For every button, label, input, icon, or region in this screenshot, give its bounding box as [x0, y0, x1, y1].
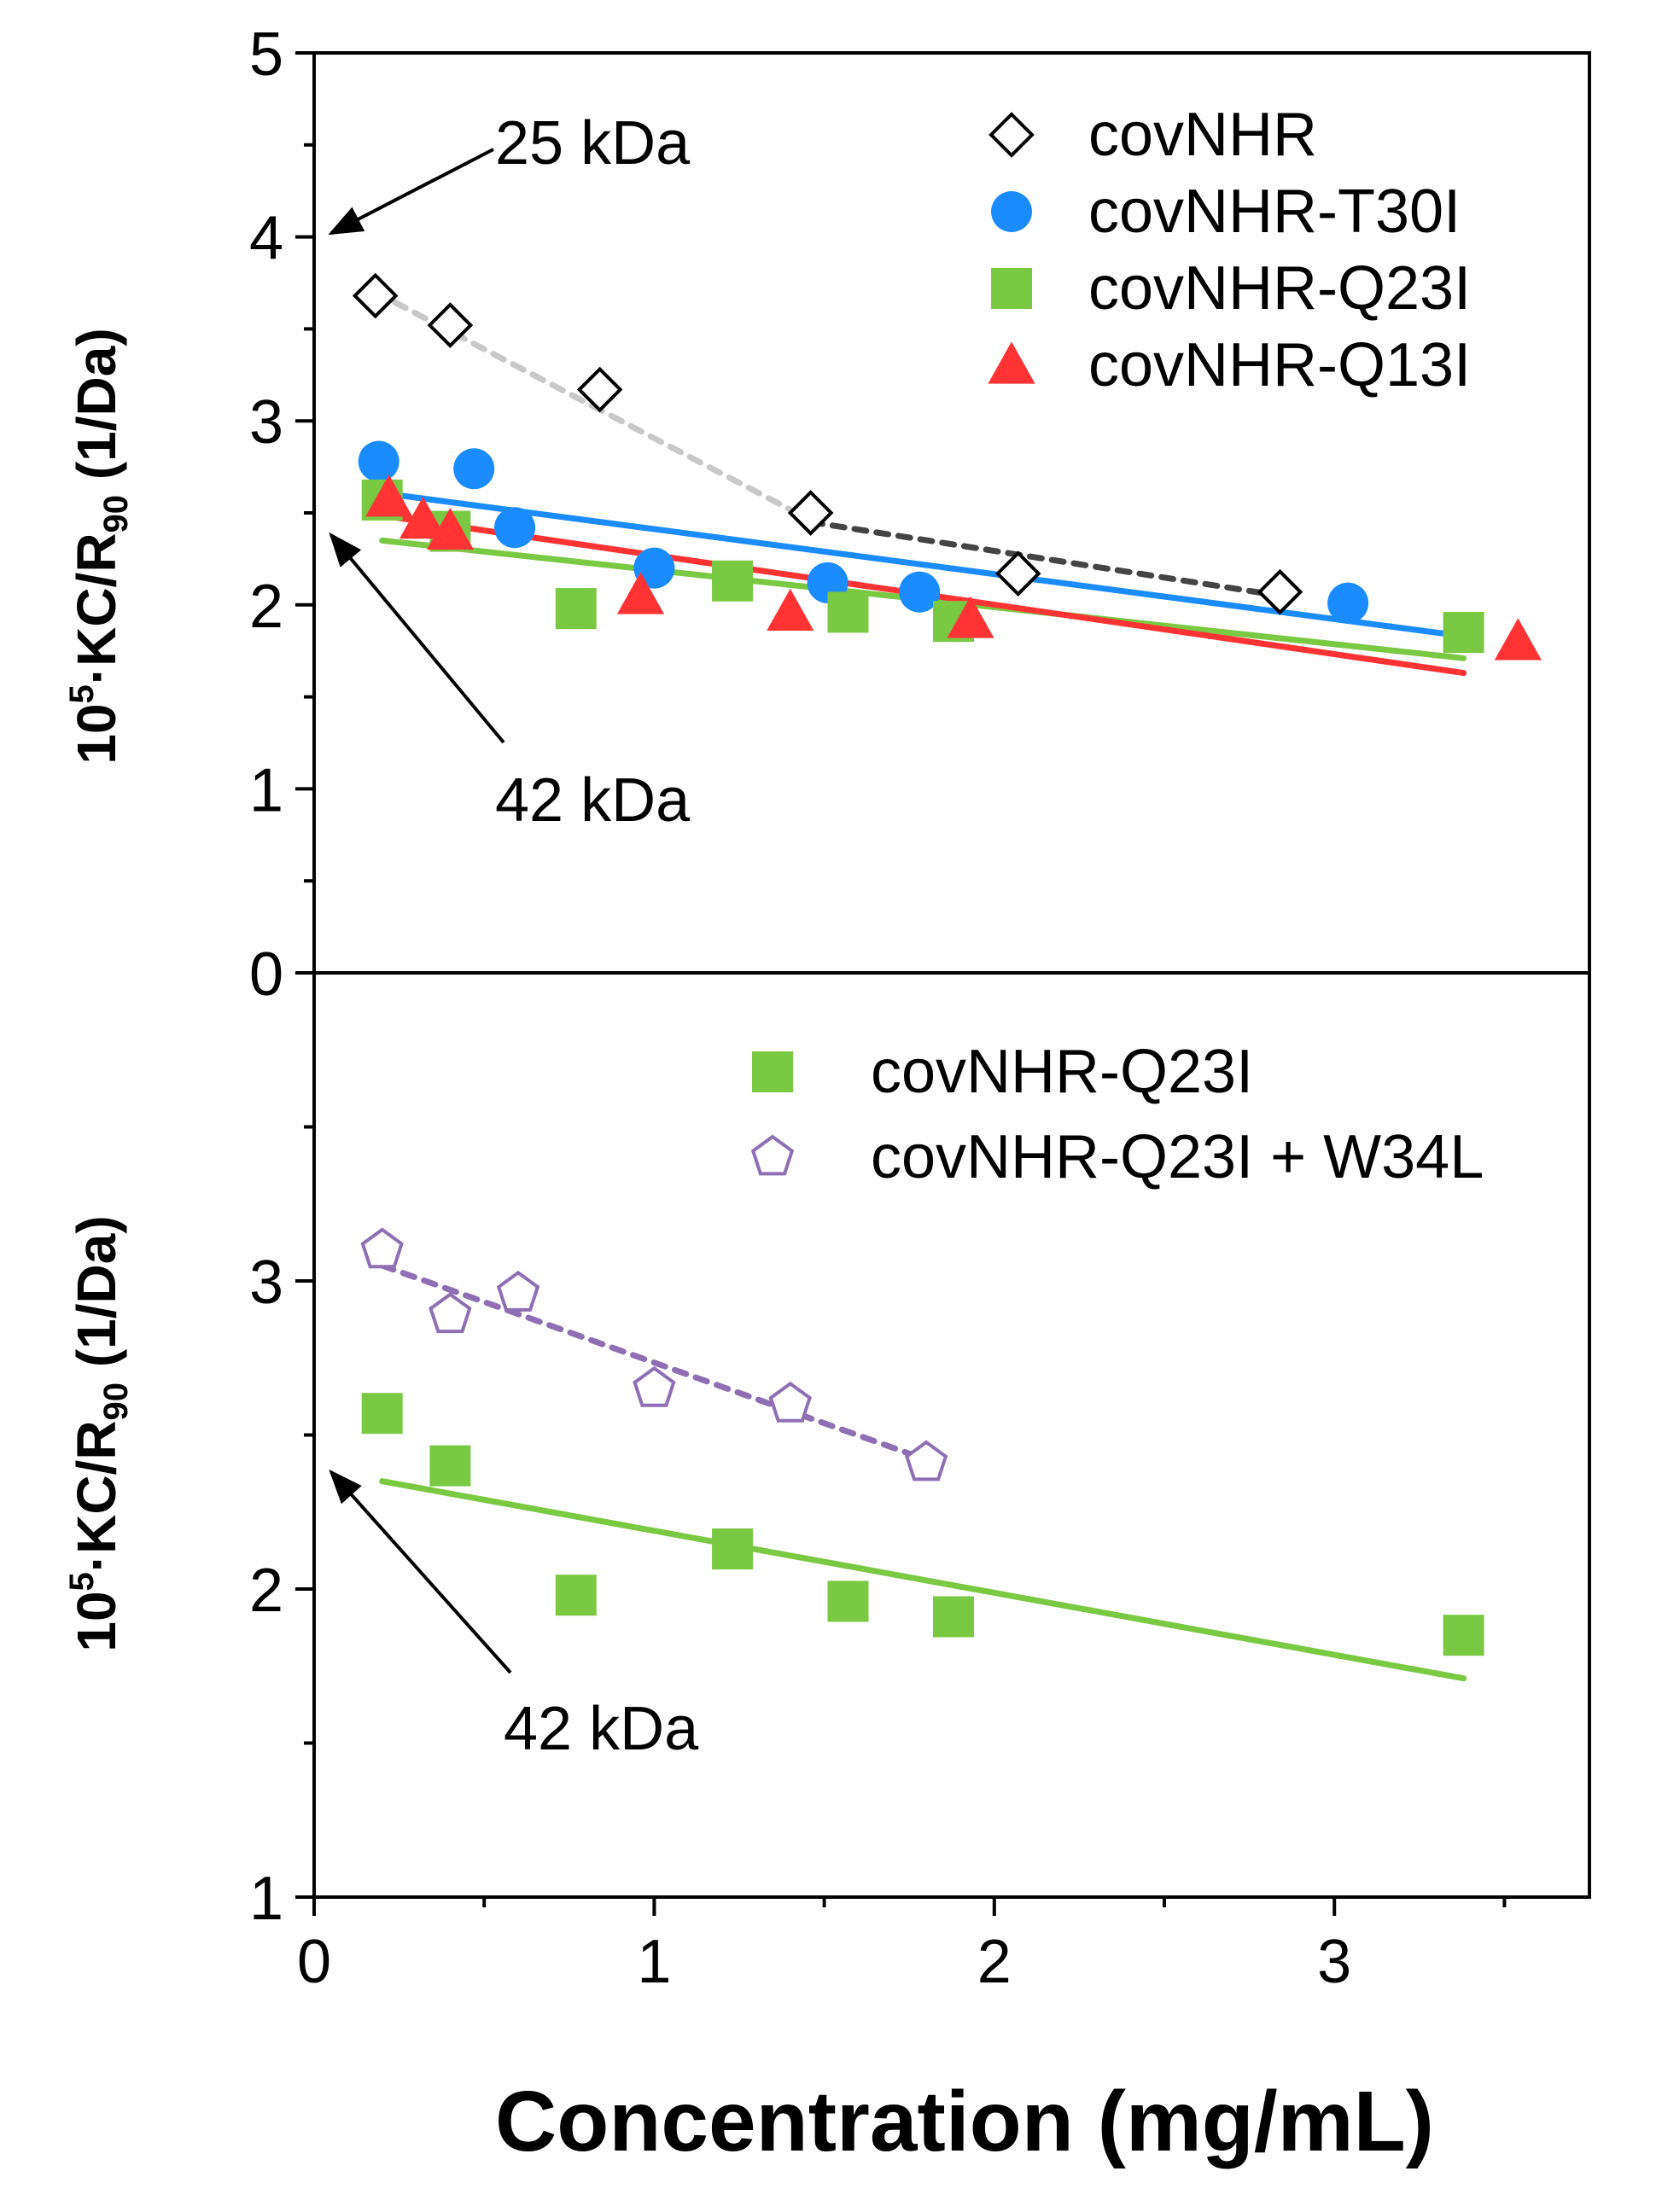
fit-line — [372, 288, 814, 524]
legend-label: covNHR — [1088, 101, 1317, 169]
y-axis-title-prefix: 10 — [66, 703, 127, 764]
y-tick-label: 5 — [249, 20, 283, 89]
data-point — [496, 1270, 540, 1312]
y-tick-label: 1 — [249, 756, 283, 824]
y-tick-label: 3 — [249, 1249, 283, 1317]
fit-line — [379, 1478, 1467, 1682]
data-point — [633, 1365, 676, 1407]
legend-symbol — [988, 112, 1035, 158]
data-point — [768, 1381, 812, 1423]
data-point — [827, 591, 869, 633]
legend-label: covNHR-T30I — [1088, 178, 1461, 246]
y-axis-title-prefix: 10 — [66, 1591, 127, 1651]
data-point — [429, 1292, 472, 1334]
data-point — [399, 497, 447, 539]
y-axis-title-sup: 5 — [63, 684, 101, 703]
y-tick-label: 1 — [249, 1865, 283, 1933]
fit-line — [379, 1262, 930, 1463]
data-point — [767, 588, 814, 632]
data-point — [899, 571, 941, 613]
data-point — [360, 1227, 404, 1269]
y-tick-label: 0 — [249, 940, 283, 1009]
y-tick-label: 3 — [249, 388, 283, 457]
legend-symbol — [988, 341, 1035, 384]
x-tick-label: 3 — [1317, 1928, 1351, 1996]
data-point — [358, 440, 399, 482]
y-tick-label: 2 — [249, 1557, 283, 1625]
data-point — [494, 507, 536, 549]
annotation-arrow — [329, 532, 505, 744]
annotation-arrow — [328, 148, 494, 236]
legend-label: covNHR-Q23I — [1088, 254, 1471, 323]
legend-symbol — [991, 191, 1032, 232]
data-point — [1494, 618, 1542, 661]
data-point — [453, 448, 495, 490]
data-point — [576, 366, 623, 413]
data-point — [426, 507, 474, 550]
y-axis-title-suffix: (1/Da) — [66, 1215, 127, 1382]
data-point — [1257, 568, 1303, 615]
annotation-label: 42 kDa — [495, 766, 691, 835]
data-point — [712, 1528, 754, 1570]
data-point — [1443, 1615, 1484, 1656]
data-point — [1443, 612, 1484, 654]
legend-label: covNHR-Q23I — [871, 1038, 1253, 1106]
fit-line — [376, 489, 1467, 639]
legend-symbol — [991, 268, 1032, 309]
x-tick-label: 1 — [637, 1928, 671, 1996]
x-tick-label: 0 — [297, 1928, 331, 1996]
y-axis-title-suffix: (1/Da) — [66, 328, 127, 495]
legend-symbol — [752, 1051, 793, 1092]
annotations-layer: 25 kDa 42 kDa 42 kDa — [328, 109, 699, 1763]
legend-layer: covNHR covNHR-T30I covNHR-Q23I covNHR-Q13I c… — [750, 101, 1484, 1191]
data-point — [555, 1575, 597, 1616]
data-points-layer — [352, 272, 1542, 1656]
data-point — [616, 572, 665, 614]
data-point — [787, 490, 834, 536]
data-point — [932, 1596, 974, 1638]
annotation-label: 42 kDa — [504, 1695, 699, 1763]
y-tick-label: 4 — [249, 205, 283, 273]
data-point — [712, 560, 754, 602]
legend-label: covNHR-Q13I — [1088, 331, 1471, 399]
legend-label: covNHR-Q23I + W34L — [871, 1123, 1484, 1191]
y-axis-title-top: 105·KC/R90 (1/Da) — [63, 328, 135, 764]
annotation-label: 25 kDa — [495, 109, 691, 178]
annotation-arrow — [329, 1469, 512, 1674]
data-point — [994, 550, 1041, 597]
y-axis-title-bottom: 105·KC/R90 (1/Da) — [63, 1215, 135, 1651]
data-point — [904, 1440, 948, 1481]
y-axis-title-sub: 90 — [97, 495, 135, 533]
legend-symbol — [750, 1134, 795, 1176]
data-point — [352, 272, 399, 319]
data-point — [429, 1445, 471, 1487]
y-axis-title-sub: 90 — [97, 1382, 135, 1421]
data-point — [555, 588, 597, 630]
data-point — [947, 596, 994, 638]
y-axis-title-sup: 5 — [63, 1572, 101, 1591]
x-tick-label: 2 — [977, 1928, 1012, 1996]
y-axis-title-mid: ·KC/R — [66, 1420, 127, 1572]
x-axis-title: Concentration (mg/mL) — [495, 2074, 1434, 2169]
data-point — [365, 474, 413, 517]
data-point — [427, 302, 474, 348]
data-point — [361, 1393, 403, 1435]
y-axis-title-mid: ·KC/R — [66, 533, 127, 684]
fit-line — [808, 519, 1283, 599]
data-point — [827, 1580, 869, 1622]
data-point — [1327, 582, 1369, 624]
y-tick-label: 2 — [249, 573, 283, 641]
